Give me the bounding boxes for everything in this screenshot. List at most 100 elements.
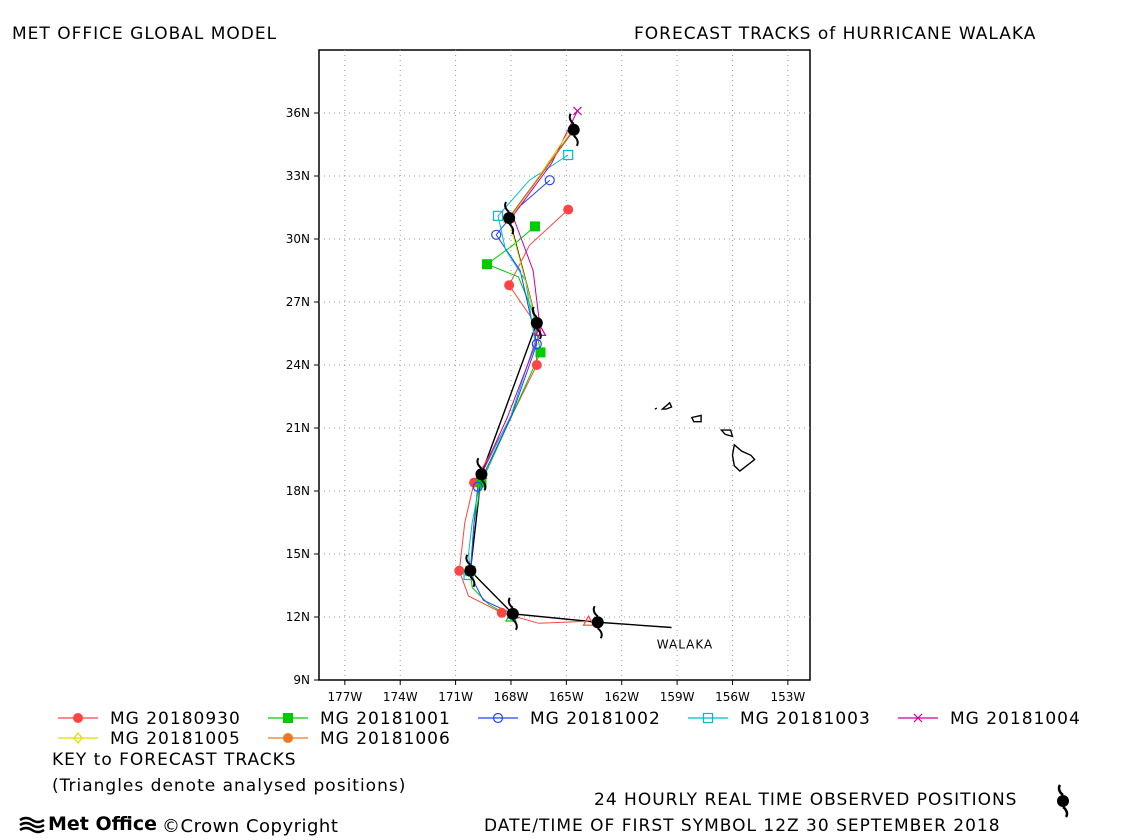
legend-item: MG 20181003 <box>688 709 871 729</box>
y-tick-label: 21N <box>286 421 310 435</box>
series-marker <box>563 149 574 161</box>
x-tick-label: 159W <box>660 690 695 704</box>
x-tick-label: 174W <box>383 690 418 704</box>
legend-marker <box>283 713 293 723</box>
hurricane-symbol-arm <box>512 619 518 631</box>
x-tick-label: 162W <box>604 690 639 704</box>
legend-item: MG 20181006 <box>268 729 451 745</box>
hurricane-symbol-arm <box>476 457 483 469</box>
hurricane-symbol <box>475 457 488 491</box>
island-outline <box>690 414 702 423</box>
hurricane-symbol-core <box>503 212 516 224</box>
hurricane-symbol-arm <box>504 201 510 213</box>
y-tick-label: 12N <box>286 610 310 624</box>
hurricane-symbol-arm <box>568 113 575 125</box>
legend-marker <box>283 733 293 743</box>
hurricane-symbol <box>591 605 604 639</box>
hurricane-symbol-arm <box>573 135 579 147</box>
series-marker <box>476 477 487 488</box>
legend-label: MG 20180930 <box>110 709 241 729</box>
series-marker <box>454 565 465 576</box>
x-tick-label: 165W <box>549 690 584 704</box>
x-tick-label: 153W <box>770 690 805 704</box>
series-line <box>468 154 569 571</box>
legend-label: MG 20181002 <box>530 709 661 729</box>
legend-item: MG 20181002 <box>478 709 661 729</box>
copyright-text: ©Crown Copyright <box>162 816 339 837</box>
series-marker <box>481 259 492 270</box>
legend-marker <box>492 712 504 724</box>
hurricane-symbol-arm <box>507 597 514 609</box>
y-tick-label: 33N <box>286 169 310 183</box>
series-line <box>480 110 578 475</box>
series-marker <box>492 210 504 221</box>
hurricane-symbol-core <box>475 468 488 481</box>
key-note: (Triangles denote analysed positions) <box>52 776 407 796</box>
met-office-logo: Met Office <box>18 813 157 835</box>
x-tick-label: 177W <box>327 690 362 704</box>
observed-positions-label: 24 HOURLY REAL TIME OBSERVED POSITIONS <box>594 790 1018 810</box>
hurricane-symbol-arm <box>536 328 542 340</box>
hurricane-symbol-core <box>591 616 604 629</box>
hurricane-symbol-arm <box>480 479 487 491</box>
chart-title: FORECAST TRACKS of HURRICANE WALAKA <box>634 24 1037 44</box>
legend-marker <box>702 712 714 724</box>
legend-marker <box>73 713 83 723</box>
series-marker <box>544 175 555 186</box>
hurricane-symbol-arm <box>508 223 515 235</box>
legend-label: MG 20181005 <box>110 729 241 745</box>
x-tick-label: 156W <box>715 690 750 704</box>
hurricane-symbol-arm <box>597 627 603 639</box>
hurricane-symbol-arm <box>592 605 599 618</box>
legend-item: MG 20181001 <box>268 709 451 729</box>
y-tick-label: 9N <box>293 673 310 687</box>
hurricane-symbol-arm <box>469 576 476 588</box>
legend-item: MG 20180930 <box>58 709 241 729</box>
series-marker <box>535 347 546 358</box>
island-outline <box>654 407 658 410</box>
y-tick-label: 36N <box>286 106 310 120</box>
legend-label: MG 20181001 <box>320 709 451 729</box>
hurricane-symbol-core <box>464 564 477 577</box>
legend-marker <box>73 732 83 744</box>
hurricane-symbol-core <box>506 607 519 620</box>
series-marker <box>531 360 542 370</box>
series-marker <box>529 221 540 232</box>
series-line <box>508 127 573 324</box>
legend-item: MG 20181004 <box>898 709 1080 729</box>
y-tick-label: 30N <box>286 232 310 246</box>
hurricane-symbol-core <box>530 317 543 329</box>
y-tick-label: 18N <box>286 484 310 498</box>
legend-label: MG 20181003 <box>740 709 871 729</box>
series-marker <box>496 607 507 618</box>
analysed-triangle <box>582 614 595 626</box>
hurricane-symbol-arm <box>465 554 472 566</box>
x-tick-label: 168W <box>494 690 529 704</box>
island-outline <box>660 401 673 410</box>
series-marker <box>504 280 515 291</box>
island-outline <box>731 443 756 472</box>
legend-item: MG 20181005 <box>58 729 241 745</box>
island-outline <box>719 429 734 438</box>
legend-label: MG 20181006 <box>320 729 451 745</box>
hurricane-symbol <box>506 597 519 631</box>
hurricane-symbol <box>530 306 543 340</box>
observed-track-line <box>469 129 672 629</box>
hurricane-symbol <box>567 113 580 147</box>
hurricane-symbol-icon <box>1057 784 1069 818</box>
y-tick-label: 27N <box>286 295 310 309</box>
y-tick-label: 24N <box>286 358 310 372</box>
series-marker <box>472 481 483 492</box>
datetime-label: DATE/TIME OF FIRST SYMBOL 12Z 30 SEPTEMB… <box>484 816 1001 836</box>
forecast-track-chart: 177W 174W 171W 168W 165W 162W 159W 156W 153W 9N 12… <box>58 49 1080 745</box>
series-marker <box>572 106 582 116</box>
met-office-waves-icon <box>19 816 45 833</box>
series-marker <box>491 229 502 240</box>
logo-text: Met Office <box>48 813 157 835</box>
series-marker <box>563 204 574 215</box>
legend-marker <box>913 713 923 723</box>
y-tick-label: 15N <box>286 547 310 561</box>
hurricane-symbol-core <box>567 123 580 136</box>
series-marker <box>531 338 542 350</box>
hurricane-symbol <box>464 554 477 588</box>
